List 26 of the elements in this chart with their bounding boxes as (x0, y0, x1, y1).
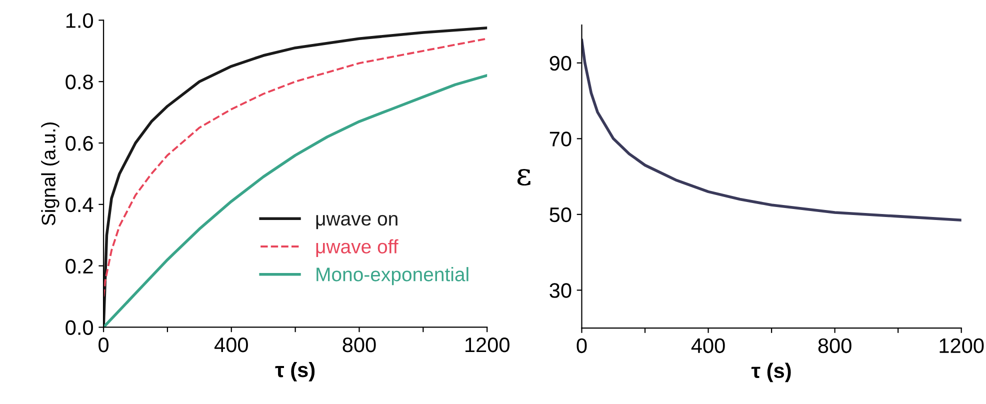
y-axis-title: Signal (a.u.) (41, 122, 60, 226)
x-tick-label: 400 (214, 338, 248, 352)
y-tick-label: 30 (550, 283, 572, 298)
x-tick-label: 1200 (466, 338, 510, 352)
y-axis-title: ε (517, 168, 530, 186)
y-tick-label: 1.0 (66, 13, 93, 28)
y-tick-label: 50 (550, 207, 572, 222)
legend-label: μwave off (316, 239, 398, 258)
x-tick-label: 400 (691, 338, 725, 354)
x-tick-label: 1200 (940, 338, 984, 354)
y-tick-label: 0.8 (66, 74, 93, 90)
y-tick-label: 0.0 (66, 320, 93, 335)
x-tick-label: 0 (98, 338, 109, 352)
x-tick-label: 800 (342, 338, 376, 352)
y-tick-label: 0.4 (66, 197, 94, 212)
x-axis-title: τ (s) (275, 362, 315, 382)
x-axis-title: τ (s) (751, 362, 791, 382)
x-tick-label: 0 (576, 338, 587, 354)
y-tick-label: 70 (550, 132, 572, 146)
y-tick-label: 90 (550, 56, 572, 71)
x-tick-label: 800 (818, 338, 852, 354)
legend-label: μwave on (316, 214, 398, 230)
line-series (582, 38, 962, 222)
legend-label: Mono-exponential (316, 267, 468, 286)
y-tick-label: 0.6 (66, 136, 93, 151)
y-tick-label: 0.2 (66, 258, 93, 274)
